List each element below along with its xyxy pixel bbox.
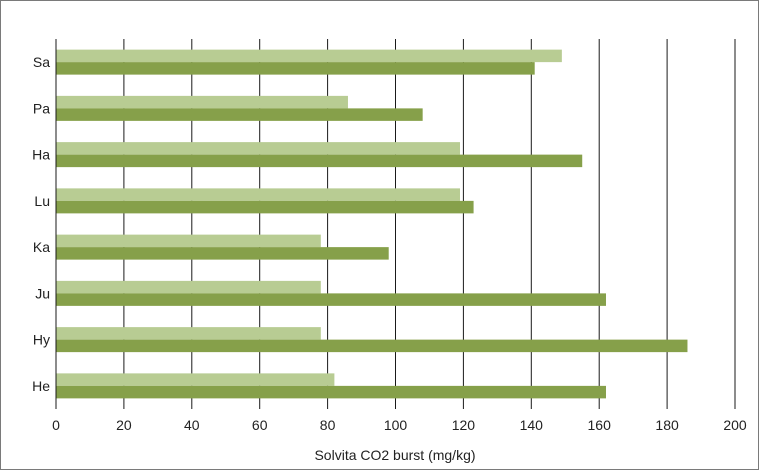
bar-Lu-series-2 (56, 200, 474, 214)
category-label-Lu: Lu (34, 193, 50, 209)
category-label-Sa: Sa (33, 54, 50, 70)
bar-Sa-series-1 (56, 49, 562, 63)
bar-Sa-series-2 (56, 62, 535, 75)
category-label-Pa: Pa (33, 100, 50, 116)
bar-Ka-series-1 (56, 234, 321, 248)
x-tick-label-180: 180 (655, 417, 679, 433)
bar-Pa-series-1 (56, 95, 348, 109)
x-tick-label-200: 200 (723, 417, 747, 433)
bar-Ka-series-2 (56, 247, 389, 260)
x-tick-label-40: 40 (184, 417, 200, 433)
x-axis-title: Solvita CO2 burst (mg/kg) (314, 447, 475, 463)
bar-He-series-2 (56, 385, 606, 399)
x-tick-label-140: 140 (520, 417, 544, 433)
bar-Ha-series-2 (56, 154, 583, 168)
bar-Hy-series-2 (56, 339, 688, 353)
bar-Lu-series-1 (56, 188, 461, 201)
bar-Hy-series-1 (56, 327, 321, 340)
bar-He-series-1 (56, 373, 335, 386)
category-label-Ka: Ka (33, 239, 50, 255)
x-tick-label-120: 120 (452, 417, 476, 433)
bar-Ha-series-1 (56, 142, 461, 155)
bars (55, 39, 688, 409)
x-tick-label-0: 0 (52, 417, 60, 433)
bar-Pa-series-2 (56, 108, 423, 121)
bar-Ju-series-1 (56, 280, 321, 294)
category-label-He: He (32, 378, 50, 394)
category-label-Ha: Ha (32, 147, 50, 163)
bar-Ju-series-2 (56, 293, 606, 306)
grid-lines (55, 39, 736, 409)
x-tick-label-60: 60 (252, 417, 268, 433)
category-label-Hy: Hy (33, 332, 50, 348)
category-label-Ju: Ju (35, 285, 50, 301)
x-tick-label-100: 100 (384, 417, 408, 433)
x-tick-label-20: 20 (116, 417, 132, 433)
labels: 0 20 40 60 80 100 120 140 160 180 200 Sa Pa Ha Lu Ka Ju H… (32, 54, 747, 433)
x-tick-label-160: 160 (588, 417, 612, 433)
x-tick-label-80: 80 (320, 417, 336, 433)
